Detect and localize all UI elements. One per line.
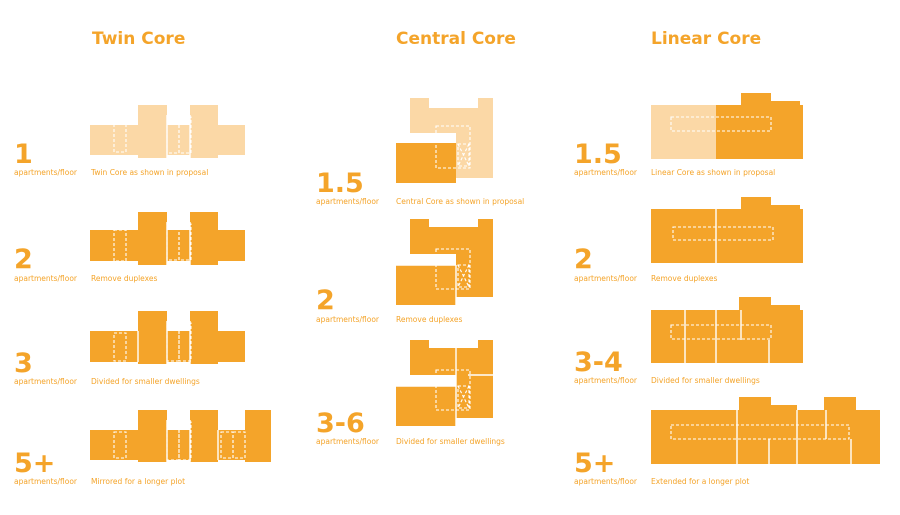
twin-core-plan-3 [90,311,245,364]
apartment-count: 2 [14,244,33,275]
apartment-count: 3 [14,348,33,379]
apartment-unit: apartments/floor [574,477,638,486]
linear-core-plan-4 [651,397,880,464]
diagram-caption: Remove duplexes [396,315,463,324]
diagram-caption: Remove duplexes [91,274,158,283]
apartment-count: 1 [14,139,33,170]
diagram-caption: Twin Core as shown in proposal [91,168,209,177]
apartment-count: 2 [316,285,335,316]
diagram-caption: Linear Core as shown in proposal [651,168,776,177]
column-title-twin-core: Twin Core [92,29,186,49]
central-core-plan-2 [396,219,493,305]
diagram-caption: Divided for smaller dwellings [651,376,760,385]
linear-core-plan-2 [651,197,803,263]
column-title-linear-core: Linear Core [651,29,762,49]
apartment-count: 3-6 [316,408,365,439]
apartment-unit: apartments/floor [316,315,380,324]
apartment-unit: apartments/floor [574,376,638,385]
central-core-plan-1 [396,98,493,183]
apartment-count: 1.5 [316,168,364,199]
apartment-unit: apartments/floor [14,168,78,177]
apartment-count: 3-4 [574,347,623,378]
apartment-unit: apartments/floor [316,437,380,446]
apartment-unit: apartments/floor [14,477,78,486]
column-title-central-core: Central Core [396,29,516,49]
linear-core-plan-1 [651,93,803,159]
central-core-plan-3 [396,340,493,426]
apartment-count: 1.5 [574,139,622,170]
diagram-caption: Central Core as shown in proposal [396,197,525,206]
diagram-caption: Remove duplexes [651,274,718,283]
twin-core-plan-2 [90,212,245,265]
apartment-unit: apartments/floor [14,274,78,283]
twin-core-plan-1 [90,105,245,158]
apartment-unit: apartments/floor [574,168,638,177]
diagram-caption: Mirrored for a longer plot [91,477,186,486]
apartment-count: 2 [574,244,593,275]
twin-core-plan-4 [90,410,271,462]
apartment-count: 5+ [14,448,56,479]
apartment-unit: apartments/floor [316,197,380,206]
diagram-caption: Extended for a longer plot [651,477,750,486]
diagram-caption: Divided for smaller dwellings [396,437,505,446]
linear-core-plan-3 [651,297,803,363]
apartment-count: 5+ [574,448,616,479]
apartment-unit: apartments/floor [14,377,78,386]
diagram-caption: Divided for smaller dwellings [91,377,200,386]
apartment-unit: apartments/floor [574,274,638,283]
